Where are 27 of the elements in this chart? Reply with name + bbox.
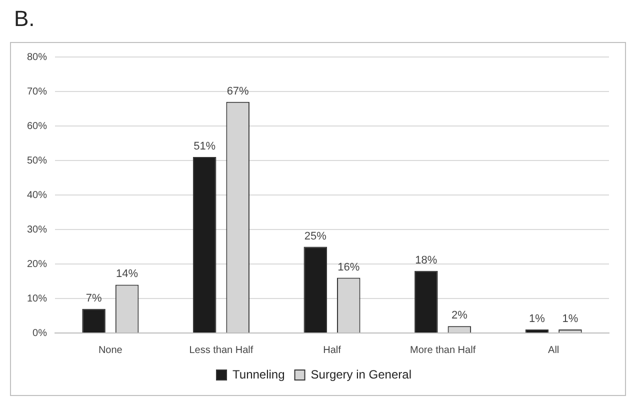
x-tick-label: More than Half (410, 344, 476, 356)
chart-title: B. (14, 6, 35, 32)
data-label: 14% (116, 268, 138, 280)
data-label: 18% (415, 254, 438, 266)
y-tick-label: 80% (27, 52, 48, 63)
data-label: 25% (304, 230, 327, 242)
data-label: 1% (529, 313, 546, 326)
y-tick-label: 70% (27, 86, 48, 98)
data-label: 51% (194, 140, 216, 153)
y-tick-label: 10% (27, 293, 48, 304)
y-tick-label: 20% (27, 258, 48, 270)
x-tick-label: Half (323, 344, 342, 356)
data-label: 2% (451, 310, 468, 322)
legend-label: Surgery in General (310, 367, 412, 382)
data-label: 16% (338, 261, 360, 274)
x-tick-label: Less than Half (189, 344, 254, 356)
data-label: 67% (226, 85, 250, 98)
y-tick-label: 40% (27, 190, 48, 201)
y-tick-label: 60% (27, 120, 48, 132)
x-tick-label: None (98, 344, 123, 356)
x-tick-label: All (548, 344, 560, 356)
y-tick-label: 0% (32, 328, 48, 339)
y-tick-label: 30% (27, 224, 48, 236)
data-label: 7% (86, 292, 102, 304)
legend-label: Tunneling (232, 367, 285, 382)
y-tick-label: 50% (27, 155, 48, 166)
data-label: 1% (562, 313, 578, 326)
